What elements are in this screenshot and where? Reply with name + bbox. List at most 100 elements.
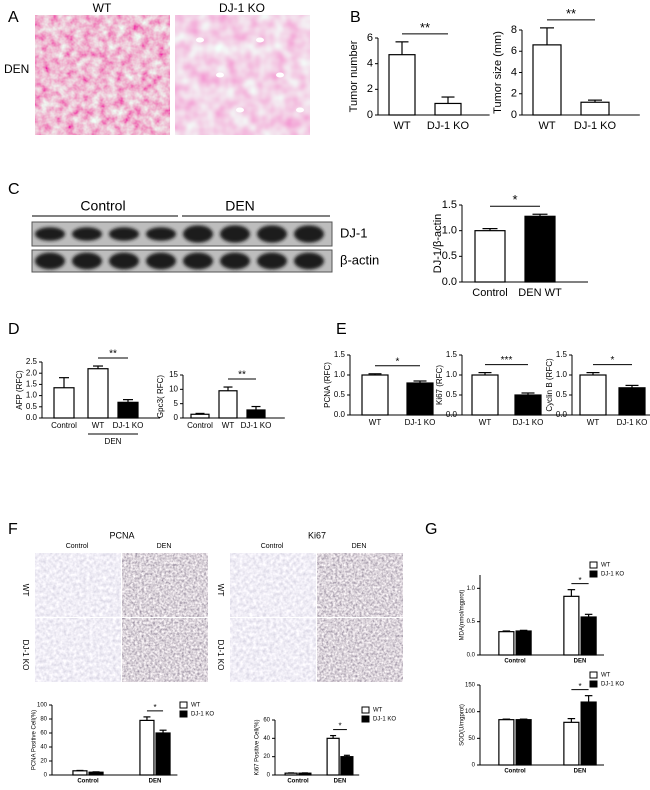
bar xyxy=(580,101,610,116)
y-tick-label: 20 xyxy=(40,759,47,765)
bar xyxy=(155,732,171,776)
y-tick-label: 80 xyxy=(40,717,47,723)
image-title: Ki67 xyxy=(308,530,326,540)
legend-label: DJ-1 KO xyxy=(191,712,214,718)
blot-band xyxy=(35,252,65,270)
panel-label: D xyxy=(8,321,20,338)
x-tick-label: DEN xyxy=(149,779,162,785)
y-tick-label: 0.5 xyxy=(26,402,38,411)
blot-band xyxy=(294,225,324,243)
vessel xyxy=(236,107,244,113)
bar xyxy=(514,394,542,416)
ihc-image xyxy=(316,552,404,618)
y-tick-label: 40 xyxy=(40,745,47,751)
y-tick-label: 0.5 xyxy=(442,250,457,262)
y-axis-label: Ki67 Positive Cell(%) xyxy=(255,719,261,775)
significance-label: ** xyxy=(420,20,430,35)
y-axis-label: Cyclin B (RFC) xyxy=(545,358,554,412)
y-tick-label: 1.5 xyxy=(442,199,457,211)
blot-band xyxy=(72,227,102,241)
bar xyxy=(88,771,104,776)
blot-row-label: DJ-1 xyxy=(340,225,367,240)
blot-band xyxy=(35,227,65,241)
vessel xyxy=(216,72,224,78)
y-axis-label: Gpc3( RFC) xyxy=(156,375,165,418)
legend-label: DJ-1 KO xyxy=(601,572,624,578)
histology-image xyxy=(34,14,171,136)
bar xyxy=(87,368,109,419)
bar xyxy=(361,374,389,416)
legend-label: WT xyxy=(601,673,611,679)
blot-band xyxy=(109,227,139,241)
y-tick-label: 0 xyxy=(267,773,271,779)
y-tick-label: 0 xyxy=(367,109,373,121)
y-axis-label: DJ-1/β-actin xyxy=(432,214,444,274)
x-tick-label: DJ-1 KO xyxy=(113,421,144,430)
vessel xyxy=(196,37,204,43)
y-tick-label: 0.0 xyxy=(556,410,568,419)
x-tick-label: Control xyxy=(504,659,526,665)
y-axis-label: PCNA Positive Cell(%) xyxy=(32,710,38,770)
legend-label: DJ-1 KO xyxy=(601,682,624,688)
y-tick-label: 1.0 xyxy=(334,370,346,379)
y-tick-label: 0 xyxy=(472,763,476,769)
significance-label: * xyxy=(153,703,156,712)
x-tick-label: DJ-1 KO xyxy=(405,418,436,427)
bar xyxy=(326,737,340,776)
significance-label: *** xyxy=(501,355,513,366)
panel-label: B xyxy=(350,9,361,26)
y-tick-label: 0 xyxy=(511,109,517,121)
x-tick-label: DJ-1 KO xyxy=(574,120,617,132)
significance-label: * xyxy=(338,722,341,731)
legend-swatch xyxy=(589,570,598,578)
y-axis-label: AFP (RFC) xyxy=(15,370,24,410)
image-row-label: DEN xyxy=(4,62,29,76)
blot-group-label: Control xyxy=(80,198,125,214)
y-tick-label: 2 xyxy=(511,88,517,100)
x-tick-label: DJ-1 KO xyxy=(427,120,470,132)
legend-label: WT xyxy=(191,703,201,709)
blot-band xyxy=(220,252,250,270)
x-tick-label: WT xyxy=(92,421,105,430)
bar xyxy=(563,721,580,766)
x-tick-label: DEN xyxy=(334,779,347,785)
panel-label: E xyxy=(336,321,347,338)
y-tick-label: 60 xyxy=(263,718,270,724)
y-tick-label: 20 xyxy=(263,754,270,760)
x-tick-label: Control xyxy=(187,421,213,430)
y-tick-label: 60 xyxy=(40,731,47,737)
y-axis-label: Ki67 (RFC) xyxy=(435,365,444,405)
ihc-image xyxy=(34,552,122,618)
bar xyxy=(580,701,597,766)
y-tick-label: 100 xyxy=(465,709,476,715)
y-tick-label: 40 xyxy=(263,736,270,742)
ihc-image xyxy=(34,617,122,683)
blot-band xyxy=(146,252,176,270)
bar xyxy=(474,230,506,283)
bar xyxy=(580,616,597,656)
y-tick-label: 0.0 xyxy=(26,413,38,422)
x-tick-label: WT xyxy=(479,418,492,427)
y-tick-label: 0.0 xyxy=(467,653,476,659)
vessel xyxy=(296,107,304,113)
legend-swatch xyxy=(361,706,370,714)
y-tick-label: 15 xyxy=(169,370,178,379)
legend-label: DJ-1 KO xyxy=(373,717,396,723)
image-row-label: DJ-1 KO xyxy=(21,640,30,671)
x-tick-label: DEN xyxy=(574,769,587,775)
image-row-label: WT xyxy=(216,584,225,597)
significance-label: * xyxy=(512,192,517,207)
blot-band xyxy=(257,225,287,243)
bar xyxy=(471,374,499,416)
image-column-label: WT xyxy=(93,1,112,15)
y-tick-label: 4 xyxy=(511,66,517,78)
y-tick-label: 1.5 xyxy=(556,350,568,359)
image-row-label: WT xyxy=(21,584,30,597)
ihc-image xyxy=(316,617,404,683)
vessel xyxy=(256,37,264,43)
bar xyxy=(117,401,139,419)
panel-label: F xyxy=(8,521,18,538)
bar xyxy=(524,215,556,283)
y-tick-label: 100 xyxy=(37,703,48,709)
